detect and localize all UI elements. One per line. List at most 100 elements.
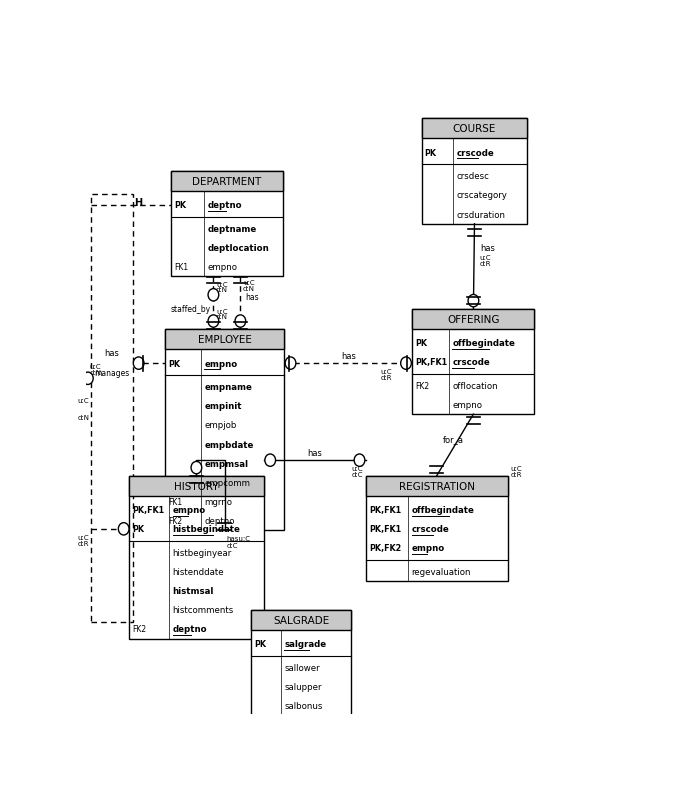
Text: has: has <box>308 448 322 458</box>
Text: manages: manages <box>95 368 130 378</box>
Text: COURSE: COURSE <box>453 124 496 134</box>
Text: PK,FK1: PK,FK1 <box>369 525 402 533</box>
Text: deptname: deptname <box>208 225 257 233</box>
Text: offlocation: offlocation <box>452 382 498 391</box>
Bar <box>166 330 284 531</box>
Text: SALGRADE: SALGRADE <box>273 615 329 625</box>
Bar <box>170 172 283 277</box>
Text: empno: empno <box>172 505 206 515</box>
Bar <box>413 310 534 330</box>
Bar <box>166 330 284 350</box>
Text: u:C: u:C <box>78 397 90 403</box>
Text: FK1: FK1 <box>168 497 183 507</box>
Text: REGISTRATION: REGISTRATION <box>399 481 475 491</box>
Text: d:C: d:C <box>226 542 238 548</box>
Circle shape <box>191 462 201 474</box>
Text: d:R: d:R <box>380 375 392 381</box>
Text: salbonus: salbonus <box>284 701 323 711</box>
Text: HISTORY: HISTORY <box>174 481 219 491</box>
Text: d:R: d:R <box>480 261 491 267</box>
Circle shape <box>285 358 296 370</box>
Text: d:C: d:C <box>352 472 363 478</box>
Text: deptno: deptno <box>172 625 207 634</box>
Circle shape <box>83 373 93 385</box>
Text: has: has <box>246 293 259 302</box>
Circle shape <box>468 295 479 307</box>
Text: offbegindate: offbegindate <box>452 338 515 348</box>
Text: FK2: FK2 <box>132 625 146 634</box>
Text: empno: empno <box>452 400 482 410</box>
Text: staffed_by: staffed_by <box>170 305 210 314</box>
Text: empinit: empinit <box>204 402 241 411</box>
Text: d:N: d:N <box>77 415 90 420</box>
Text: d:N: d:N <box>243 286 255 292</box>
Text: empjob: empjob <box>204 421 237 430</box>
Text: empmsal: empmsal <box>204 460 248 468</box>
Bar <box>251 610 351 630</box>
Text: u:C: u:C <box>78 534 90 541</box>
Text: empbdate: empbdate <box>204 440 254 449</box>
Text: sallower: sallower <box>284 663 320 672</box>
Bar <box>366 476 508 496</box>
Circle shape <box>235 315 246 328</box>
Circle shape <box>119 523 129 536</box>
Text: PK,FK2: PK,FK2 <box>369 544 402 553</box>
Circle shape <box>133 358 144 370</box>
Text: histbeginyear: histbeginyear <box>172 548 232 557</box>
Text: crsduration: crsduration <box>457 210 506 219</box>
Text: deptno: deptno <box>204 516 235 525</box>
Text: u:C: u:C <box>216 282 228 287</box>
Text: PK: PK <box>415 338 428 348</box>
Text: PK: PK <box>174 201 186 210</box>
Text: PK: PK <box>132 525 144 533</box>
Text: d:N: d:N <box>90 370 101 376</box>
Text: mgrno: mgrno <box>204 497 233 507</box>
Text: PK: PK <box>254 639 266 649</box>
Text: PK,FK1: PK,FK1 <box>132 505 164 515</box>
Text: deptno: deptno <box>208 201 242 210</box>
Bar <box>413 310 534 415</box>
Text: FK2: FK2 <box>168 516 183 525</box>
Text: u:C: u:C <box>90 364 101 370</box>
Text: has: has <box>104 349 119 358</box>
Text: FK2: FK2 <box>415 382 430 391</box>
Circle shape <box>208 290 219 302</box>
Text: histmsal: histmsal <box>172 586 214 595</box>
Text: u:C: u:C <box>380 369 392 375</box>
Text: crsdesc: crsdesc <box>457 172 489 181</box>
Circle shape <box>354 455 365 467</box>
Text: d:N: d:N <box>216 314 228 320</box>
Text: has: has <box>341 352 356 361</box>
Text: offbegindate: offbegindate <box>412 505 475 515</box>
Text: salgrade: salgrade <box>284 639 326 649</box>
Text: EMPLOYEE: EMPLOYEE <box>198 334 252 345</box>
Circle shape <box>208 315 219 328</box>
Text: salupper: salupper <box>284 683 322 691</box>
Text: u:C: u:C <box>352 466 363 472</box>
Bar <box>366 476 508 581</box>
Text: u:C: u:C <box>216 308 228 314</box>
Text: crscode: crscode <box>412 525 449 533</box>
Text: u:C: u:C <box>511 466 522 472</box>
Text: histenddate: histenddate <box>172 567 224 577</box>
Text: H: H <box>135 198 143 208</box>
Circle shape <box>265 455 275 467</box>
Bar <box>422 119 527 140</box>
Text: crscode: crscode <box>452 358 490 367</box>
Text: for_a: for_a <box>443 435 464 444</box>
Text: histcomments: histcomments <box>172 606 234 614</box>
Text: PK,FK1: PK,FK1 <box>415 358 448 367</box>
Text: empno: empno <box>208 263 237 272</box>
Text: crscode: crscode <box>457 148 494 157</box>
Bar <box>170 172 283 192</box>
Text: empcomm: empcomm <box>204 478 250 488</box>
Text: OFFERING: OFFERING <box>447 314 500 324</box>
Text: histbegindate: histbegindate <box>172 525 241 533</box>
Text: d:R: d:R <box>511 472 522 478</box>
Bar <box>422 119 527 225</box>
Text: PK,FK1: PK,FK1 <box>369 505 402 515</box>
Text: hasu:C: hasu:C <box>226 536 250 541</box>
Bar <box>251 610 351 715</box>
Text: u:C: u:C <box>243 280 255 286</box>
Bar <box>129 476 264 496</box>
